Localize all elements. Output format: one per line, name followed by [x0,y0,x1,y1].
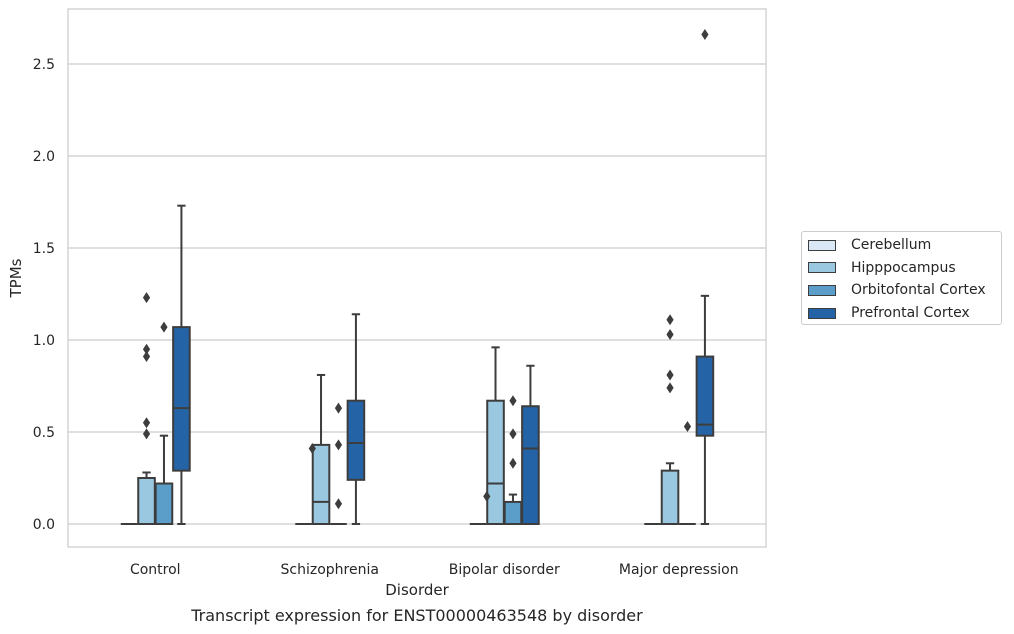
y-axis-label: TPMs [7,258,25,298]
x-axis-label: Disorder [385,581,449,599]
legend-item-hippocampus: Hipppocampus [808,257,1001,280]
flier-orbitofontal-cortex-major-depression [683,420,692,432]
legend-label-hippocampus: Hipppocampus [851,259,956,276]
box-prefrontal-cortex-major-depression [695,355,715,437]
box-orbitofontal-cortex-bipolar-disorder [503,500,523,526]
flier-orbitofontal-cortex-schizophrenia [334,439,343,451]
flier-orbitofontal-cortex-bipolar-disorder [509,395,517,407]
flier-hipppocampus-major-depression [666,314,674,326]
legend-item-cerebellum: Cerebellum [808,234,1001,257]
box-hipppocampus-schizophrenia [311,443,331,526]
legend-swatch-prefrontal [808,307,836,319]
flier-extra-bipolar-disorder [483,490,491,502]
y-tick-labels: 0.0 0.5 1.0 1.5 2.0 2.5 [33,57,55,533]
flier-orbitofontal-cortex-bipolar-disorder [509,428,517,440]
x-tick-labels: Control Schizophrenia Bipolar disorder Majo… [130,562,739,578]
legend-swatch-cerebellum [808,239,836,251]
legend: Cerebellum Hipppocampus Orbitofontal Cor… [801,231,1002,325]
flier-extra-schizophrenia [308,443,316,455]
x-tick-label-bipolar-disorder: Bipolar disorder [449,562,560,578]
x-tick-label-control: Control [130,562,181,578]
y-tick-label: 2.5 [33,57,55,73]
flier-hipppocampus-control [142,343,151,355]
y-tick-label: 1.5 [33,241,55,257]
legend-item-prefrontal: Prefrontal Cortex [808,302,1001,325]
flier-hipppocampus-major-depression [666,328,674,340]
flier-hipppocampus-control [142,292,151,304]
flier-hipppocampus-major-depression [666,369,674,381]
legend-label-prefrontal: Prefrontal Cortex [851,305,970,322]
y-tick-label: 1.0 [33,333,55,349]
plot-frame [67,8,767,548]
flier-prefrontal-cortex-major-depression [701,29,709,41]
box-prefrontal-cortex-control [172,326,191,472]
x-tick-label-major-depression: Major depression [619,562,739,578]
flier-orbitofontal-cortex-schizophrenia [334,498,343,510]
y-tick-label: 2.0 [33,149,55,165]
box-prefrontal-cortex-bipolar-disorder [521,405,540,525]
flier-hipppocampus-major-depression [666,382,674,394]
y-tick-label: 0.5 [33,425,55,441]
box-hipppocampus-control [137,477,156,525]
flier-hipppocampus-control [142,428,151,440]
legend-label-cerebellum: Cerebellum [851,237,932,254]
box-prefrontal-cortex-schizophrenia [346,399,366,481]
legend-label-orbitofrontal: Orbitofontal Cortex [851,282,986,299]
legend-swatch-orbitofrontal [808,284,836,296]
flier-orbitofontal-cortex-control [160,321,168,333]
flier-hipppocampus-control [142,351,151,363]
flier-orbitofontal-cortex-schizophrenia [334,402,343,414]
boxes [120,29,715,526]
box-hipppocampus-major-depression [660,469,680,526]
box-orbitofontal-cortex-control [154,482,174,525]
flier-hipppocampus-control [142,417,151,429]
y-tick-label: 0.0 [33,517,55,533]
chart-caption: Transcript expression for ENST0000046354… [191,606,643,625]
legend-swatch-hippocampus [808,262,836,274]
box-hipppocampus-bipolar-disorder [486,399,505,525]
x-tick-label-schizophrenia: Schizophrenia [281,562,379,578]
flier-orbitofontal-cortex-bipolar-disorder [509,457,517,469]
legend-item-orbitofrontal: Orbitofontal Cortex [808,279,1001,302]
